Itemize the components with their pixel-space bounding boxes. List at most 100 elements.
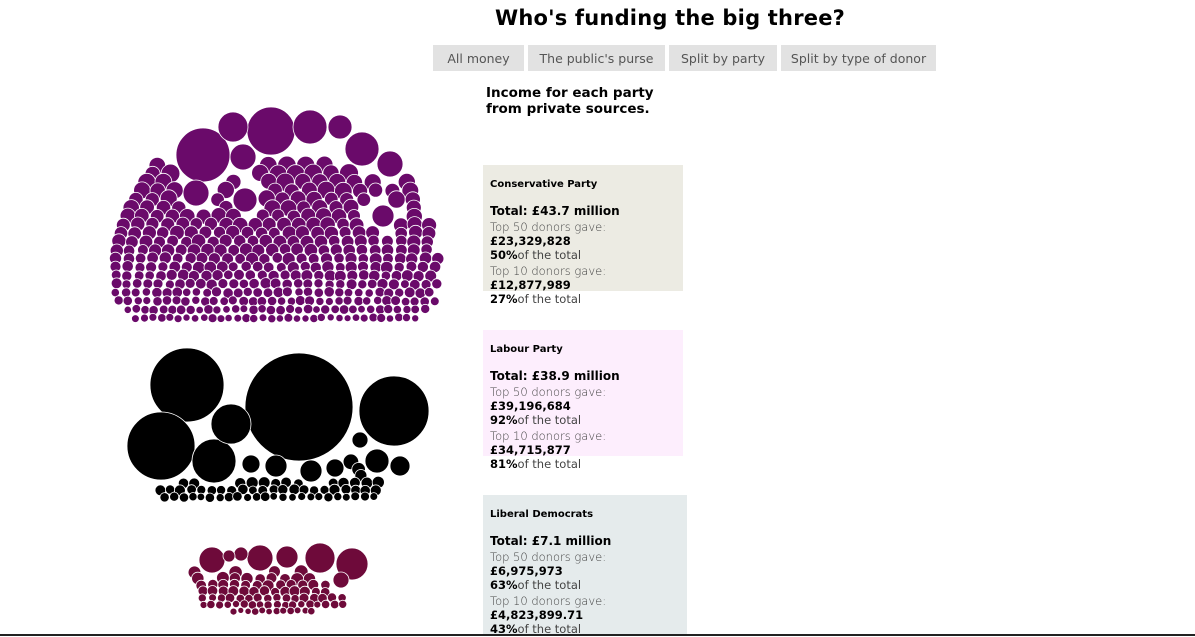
- conservative-donor-bubble: [376, 150, 404, 178]
- liberal-democrat-donor-bubble: [335, 547, 369, 581]
- of-total-text: of the total: [517, 292, 582, 306]
- top10-pct: 81%: [490, 457, 518, 471]
- conservative-donor-bubble: [161, 295, 173, 306]
- top10-pct: 43%: [490, 622, 518, 636]
- conservative-donor-bubble: [134, 252, 147, 264]
- conservative-donor-bubble: [222, 305, 231, 314]
- top10-line: Top 10 donors gave:: [490, 594, 680, 608]
- conservative-donor-bubble: [131, 314, 140, 323]
- conservative-donor-bubble: [357, 305, 366, 314]
- conservative-donor-bubble: [351, 313, 361, 322]
- tab-public-purse[interactable]: The public's purse: [528, 45, 665, 71]
- conservative-donor-bubble: [202, 287, 213, 298]
- liberal-democrat-donor-bubble: [206, 599, 216, 610]
- labour-donor-bubble: [178, 492, 190, 503]
- conservative-donor-bubble: [342, 295, 353, 306]
- conservative-donor-bubble: [259, 277, 272, 290]
- conservative-donor-bubble: [387, 190, 406, 209]
- tab-split-by-party[interactable]: Split by party: [669, 45, 777, 71]
- labour-donor-bubble: [299, 459, 323, 483]
- conservative-donor-bubble: [354, 288, 364, 298]
- conservative-donor-bubble: [257, 304, 267, 314]
- conservative-donor-bubble: [326, 313, 335, 322]
- labour-donor-bubble: [260, 491, 271, 502]
- labour-donor-bubble: [232, 491, 243, 502]
- liberal-democrat-donor-bubble: [286, 606, 295, 616]
- top50-line: Top 50 donors gave: £6,975,973: [490, 550, 680, 578]
- labour-donor-bubble: [364, 448, 390, 474]
- tab-split-by-donor-type[interactable]: Split by type of donor: [781, 45, 936, 71]
- labour-donor-bubble: [264, 454, 288, 478]
- conservative-donor-bubble: [343, 288, 354, 298]
- conservative-donor-bubble: [185, 304, 196, 315]
- liberal-democrat-donor-bubble: [313, 600, 322, 609]
- party-name: Labour Party: [490, 344, 563, 355]
- party-total: Total: £7.1 million: [490, 534, 612, 548]
- conservative-donor-bubble: [409, 296, 420, 307]
- top50-line: Top 50 donors gave: £23,329,828: [490, 220, 676, 248]
- conservative-donor-bubble: [359, 313, 369, 323]
- liberal-democrat-donor-bubble: [197, 593, 207, 603]
- conservative-donor-bubble: [431, 278, 443, 290]
- conservative-donor-bubble: [110, 277, 123, 290]
- conservative-donor-bubble: [279, 269, 291, 281]
- conservative-donor-bubble: [122, 295, 133, 306]
- tab-all-money[interactable]: All money: [433, 45, 524, 71]
- conservative-donor-bubble: [362, 296, 372, 306]
- conservative-donor-bubble: [171, 295, 182, 306]
- liberal-democrat-donor-bubble: [223, 600, 232, 609]
- labour-donor-bubble: [306, 492, 316, 502]
- top50-value: £6,975,973: [490, 564, 563, 578]
- labour-donor-bubble: [351, 431, 369, 449]
- of-total-text: of the total: [517, 578, 582, 592]
- conservative-donor-bubble: [271, 252, 284, 264]
- page-title: Who's funding the big three?: [494, 6, 846, 30]
- conservative-donor-bubble: [283, 312, 294, 323]
- liberal-democrat-donor-bubble: [229, 607, 238, 616]
- conservative-donor-bubble: [113, 295, 124, 306]
- conservative-donor-bubble: [219, 296, 229, 306]
- top10-value-line: £4,823,899.71: [490, 608, 680, 622]
- conservative-donor-bubble: [390, 295, 401, 306]
- liberal-democrat-donor-bubble: [330, 599, 340, 610]
- conservative-donor-bubble: [376, 313, 387, 323]
- conservative-donor-bubble: [121, 260, 134, 273]
- labour-donor-bubble: [252, 492, 262, 502]
- labour-donor-bubble: [126, 411, 196, 481]
- conservative-donor-bubble: [182, 179, 210, 207]
- conservative-donor-bubble: [227, 261, 239, 273]
- labour-donor-bubble: [288, 493, 297, 502]
- conservative-donor-bubble: [130, 287, 141, 298]
- conservative-donor-bubble: [385, 314, 395, 323]
- conservative-donor-bubble: [152, 296, 163, 307]
- conservative-donor-bubble: [324, 297, 334, 306]
- conservative-donor-bubble: [227, 295, 238, 306]
- top50-value: £23,329,828: [490, 234, 571, 248]
- conservative-donor-bubble: [191, 287, 201, 297]
- liberal-democrat-donor-bubble: [251, 607, 260, 616]
- conservative-donor-bubble: [207, 313, 218, 324]
- conservative-donor-bubble: [293, 278, 304, 289]
- conservative-donor-bubble: [366, 304, 376, 314]
- labour-donor-bubble: [350, 491, 361, 502]
- liberal-democrat-donor-bubble: [272, 607, 281, 616]
- bottom-border: [0, 634, 1195, 636]
- labour-donor-bubble: [204, 492, 215, 503]
- conservative-donor-bubble: [348, 304, 358, 315]
- labour-donor-bubble: [278, 492, 288, 502]
- conservative-donor-bubble: [121, 287, 132, 298]
- conservative-donor-bubble: [330, 304, 340, 315]
- conservative-donor-bubble: [320, 304, 331, 315]
- liberal-democrat-donor-bubble: [275, 545, 299, 569]
- conservative-donor-bubble: [335, 313, 344, 323]
- conservative-donor-bubble: [338, 304, 350, 315]
- conservative-donor-bubble: [294, 287, 304, 297]
- labour-donor-bubble: [288, 483, 301, 496]
- top50-pct: 92%: [490, 413, 518, 427]
- conservative-donor-bubble: [301, 314, 310, 323]
- liberal-democrat-donor-bubble: [199, 600, 208, 609]
- of-total-text: of the total: [517, 622, 582, 636]
- conservative-donor-bubble: [140, 305, 150, 315]
- liberal-democrat-donor-bubble: [304, 542, 336, 574]
- conservative-donor-bubble: [158, 304, 169, 315]
